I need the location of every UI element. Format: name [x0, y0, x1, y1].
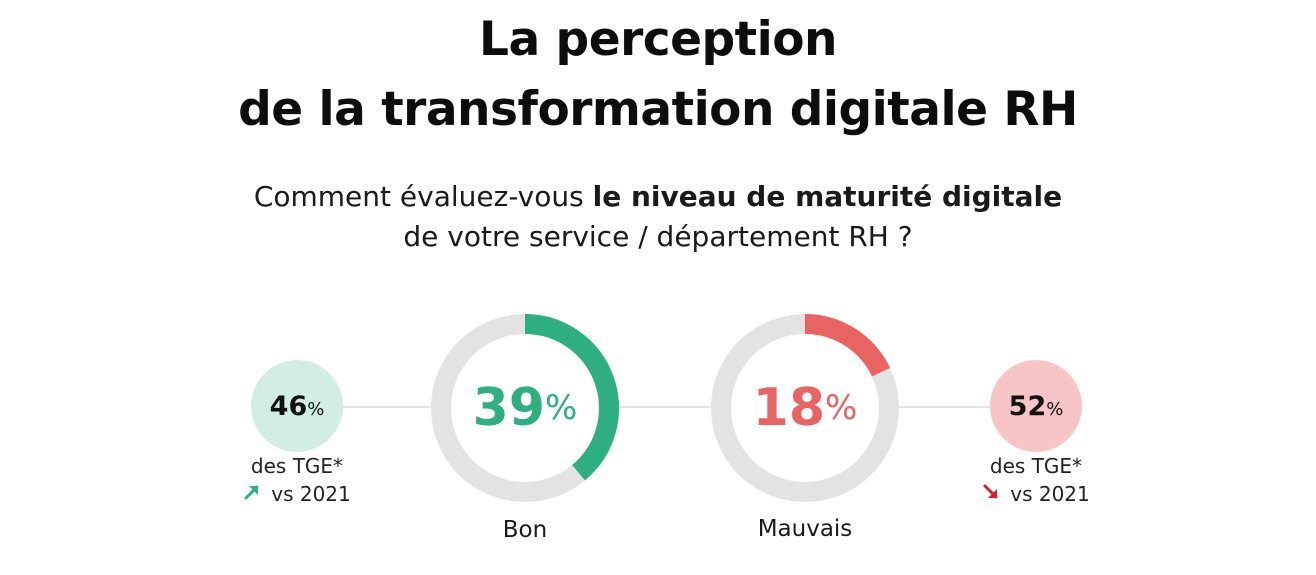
question-line-2: de votre service / département RH ?	[403, 220, 913, 253]
arrow-up-right-icon	[243, 480, 261, 508]
question-text: Comment évaluez-vous	[253, 180, 593, 213]
trend-row-mauvais: vs 2021	[982, 480, 1090, 508]
trend-vs-mauvais: vs 2021	[1010, 482, 1090, 506]
comparison-label-mauvais: des TGE*	[989, 454, 1083, 478]
connector-line-left	[342, 406, 434, 408]
question-emphasis: le niveau de maturité digitale	[592, 180, 1063, 213]
comparison-label-bon: des TGE*	[250, 454, 344, 478]
connector-line-center	[618, 406, 714, 408]
question-line-1: Comment évaluez-vous le niveau de maturi…	[0, 178, 1316, 216]
comparison-note-bon: des TGE* vs 2021	[197, 452, 397, 508]
trend-vs-bon: vs 2021	[271, 482, 351, 506]
page-title-line-1: La perception	[479, 12, 837, 67]
comparison-value-mauvais: 52%	[1008, 390, 1064, 422]
page-title-line-2: de la transformation digitale RH	[238, 82, 1078, 137]
donut-value-bon: 39%	[473, 378, 578, 438]
donut-label-bon: Bon	[502, 517, 548, 543]
arrow-down-right-icon	[982, 480, 1000, 508]
donut-arc-bon	[524, 314, 619, 481]
donut-value-mauvais: 18%	[753, 378, 858, 438]
comparison-value-bon: 46%	[269, 390, 325, 422]
donut-chart-mauvais: 18%	[711, 314, 899, 502]
comparison-note-mauvais: des TGE* vs 2021	[936, 452, 1136, 508]
donut-arc-mauvais	[804, 314, 891, 377]
comparison-circle-mauvais: 52%	[990, 360, 1082, 452]
trend-row-bon: vs 2021	[243, 480, 351, 508]
connector-line-right	[898, 406, 996, 408]
donut-chart-bon: 39%	[431, 314, 619, 502]
donut-label-mauvais: Mauvais	[757, 516, 853, 542]
comparison-circle-bon: 46%	[251, 360, 343, 452]
